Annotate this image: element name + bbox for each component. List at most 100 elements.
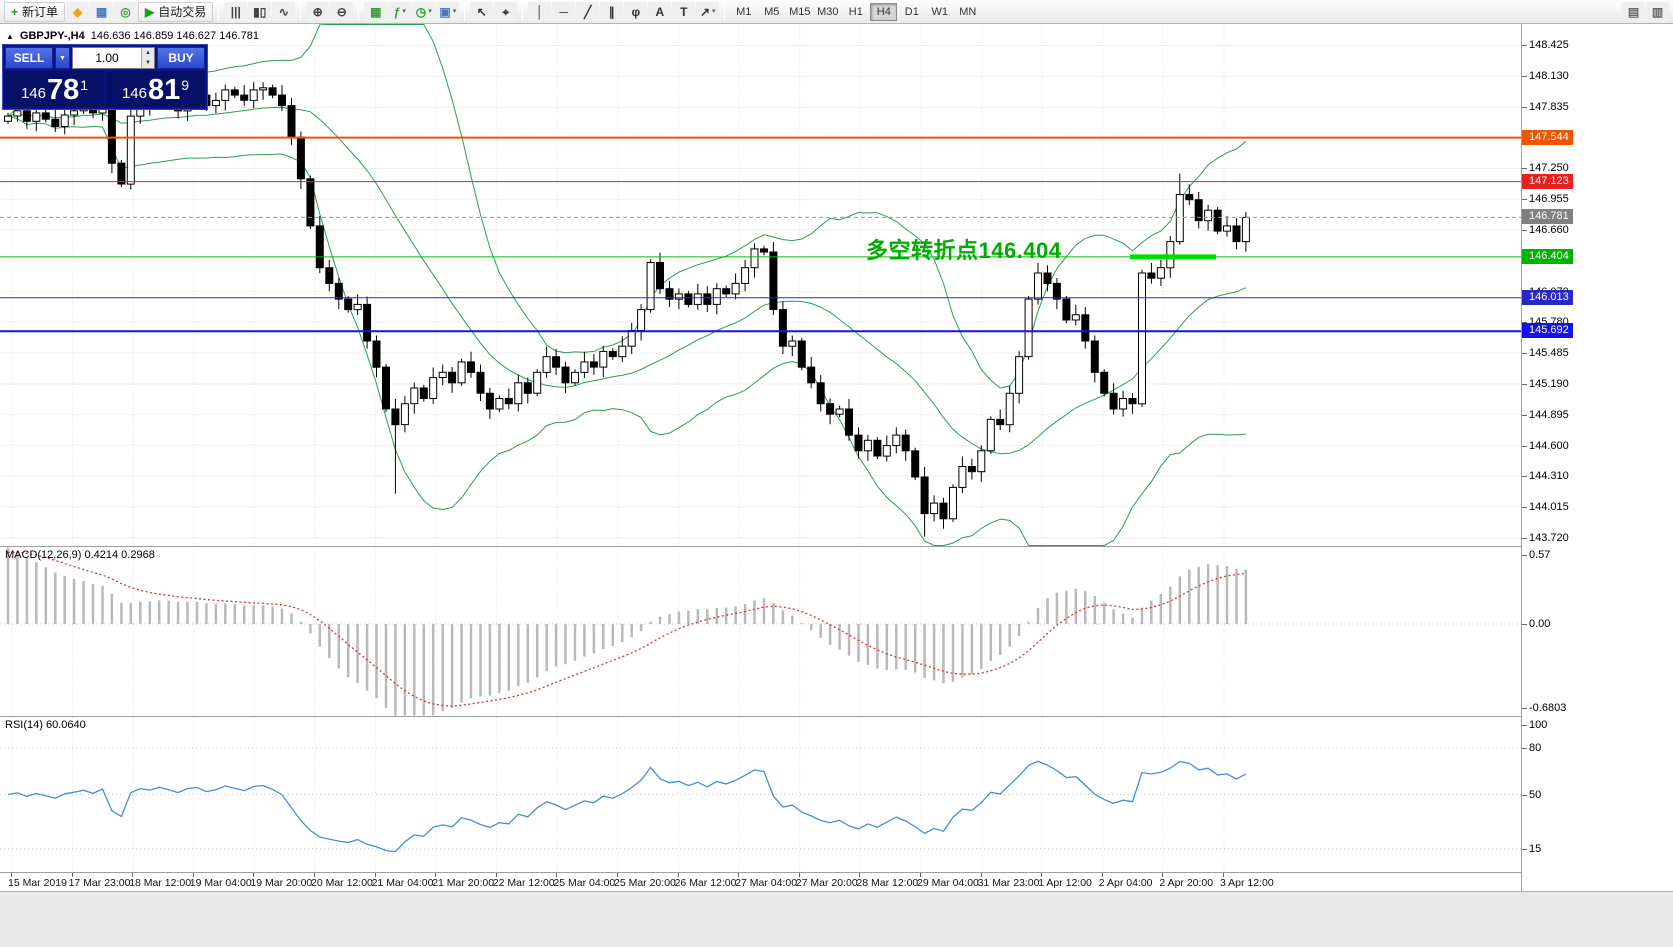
time-tick-label: 3 Apr 12:00	[1220, 873, 1274, 889]
annotation-underline[interactable]	[1130, 254, 1216, 260]
trendline-icon-glyph: ╱	[584, 4, 592, 19]
time-tick-label: 17 Mar 23:00	[68, 873, 131, 889]
navigator-icon[interactable]: ◎	[114, 1, 138, 22]
zoom-in-icon[interactable]: ⊕	[306, 1, 330, 22]
dropdown-arrow-icon: ▾	[452, 8, 457, 15]
timeframe-w1-button[interactable]: W1	[926, 3, 953, 21]
panel-separator[interactable]	[0, 716, 1673, 717]
time-tick-label: 2 Apr 20:00	[1159, 873, 1214, 889]
order-type-dropdown[interactable]: ▼	[55, 47, 70, 69]
pivot-annotation-text[interactable]: 多空转折点146.404	[866, 238, 1062, 263]
rsi-tick-label: 100	[1521, 719, 1548, 731]
price-tick-label: 144.015	[1522, 500, 1569, 513]
sell-price-display[interactable]: 146 78 1	[5, 71, 104, 107]
tile-windows-icon[interactable]: ▦	[364, 1, 388, 22]
autotrading-label: 自动交易	[158, 5, 207, 19]
price-line-badge: 145.692	[1522, 323, 1573, 339]
zoom-out-icon[interactable]: ⊖	[330, 1, 354, 22]
rsi-tick-label: 80	[1521, 742, 1542, 754]
crosshair-icon-glyph: ⌖	[502, 4, 510, 19]
price-tick-label: 144.895	[1522, 408, 1569, 421]
fibonacci-icon[interactable]: φ	[624, 1, 648, 22]
crosshair-icon[interactable]: ⌖	[494, 1, 518, 22]
timeframe-m5-button[interactable]: M5	[758, 3, 785, 21]
arrows-icon[interactable]: ↗ ▾	[696, 1, 720, 22]
label-icon-glyph: T	[680, 4, 688, 19]
timeframe-mn-button[interactable]: MN	[954, 3, 981, 21]
sell-button[interactable]: SELL	[5, 47, 53, 69]
rsi-line	[7, 760, 1247, 853]
one-click-trading-panel: SELL ▼ ▲ ▼ BUY 146 78 1 146	[2, 44, 208, 110]
buy-price-display[interactable]: 146 81 9	[106, 71, 205, 107]
price-tick-label: 148.425	[1522, 39, 1569, 52]
data-window-icon[interactable]: ▦	[90, 1, 114, 22]
trendline-icon[interactable]: ╱	[576, 1, 600, 22]
text-icon[interactable]: A	[648, 1, 672, 22]
time-tick-label: 22 Mar 12:00	[492, 873, 555, 889]
new-order-button[interactable]: + 新订单	[4, 1, 66, 22]
buy-button[interactable]: BUY	[157, 47, 205, 69]
sell-price-prefix: 146	[20, 85, 46, 102]
market-watch-icon[interactable]: ◆	[66, 1, 90, 22]
toolbar-separator	[218, 2, 220, 21]
lot-decrease-button[interactable]: ▼	[142, 58, 154, 68]
lot-size-input[interactable]	[73, 48, 141, 68]
time-tick-label: 25 Mar 20:00	[614, 873, 676, 889]
price-tick-label: 145.190	[1522, 377, 1569, 390]
templates-icon[interactable]: ▣ ▾	[436, 1, 460, 22]
buy-price-pipette: 9	[181, 77, 190, 93]
docking-icon[interactable]: ▥	[1646, 1, 1669, 22]
time-tick-label: 27 Mar 04:00	[735, 873, 798, 889]
macd-tick-label: -0.6803	[1521, 702, 1567, 714]
vertical-line-icon[interactable]: │	[528, 1, 552, 22]
candlestick-chart	[0, 24, 1521, 546]
price-tick-label: 143.720	[1522, 531, 1569, 544]
chart-title: ▲ GBPJPY-,H4 146.636 146.859 146.627 146…	[6, 30, 259, 42]
autotrading-button[interactable]: ▶ 自动交易	[138, 1, 214, 22]
line-chart-icon[interactable]: ∿	[272, 1, 296, 22]
bollinger-middle-band	[7, 106, 1247, 455]
candlestick-chart-icon[interactable]: ▮▯	[248, 1, 272, 22]
dropdown-arrow-icon: ▾	[712, 8, 716, 15]
market-watch-icon-glyph: ◆	[72, 4, 83, 19]
line-chart-icon-glyph: ∿	[278, 4, 289, 19]
chart-window-gbpjpy-h4: ▲ GBPJPY-,H4 146.636 146.859 146.627 146…	[0, 24, 1673, 891]
timeframe-d1-button[interactable]: D1	[898, 3, 925, 21]
navigator-icon-glyph: ◎	[120, 4, 131, 19]
lot-increase-button[interactable]: ▲	[142, 48, 154, 58]
one-click-panel-toggle-icon[interactable]: ▲	[6, 31, 14, 41]
cursor-icon[interactable]: ↖	[470, 1, 494, 22]
macd-tick-label: 0.00	[1521, 618, 1551, 631]
macd-tick-label: 0.57	[1521, 549, 1551, 561]
time-tick-label: 20 Mar 12:00	[311, 873, 373, 889]
time-tick-label: 1 Apr 12:00	[1038, 873, 1092, 889]
panel-separator[interactable]	[0, 546, 1673, 547]
price-tick-label: 147.250	[1522, 162, 1569, 175]
chart-list-icon[interactable]: ▤	[1622, 1, 1645, 22]
timeframe-m30-button[interactable]: M30	[814, 3, 841, 21]
bollinger-lower-band	[7, 115, 1246, 546]
timeframe-h1-button[interactable]: H1	[842, 3, 869, 21]
time-tick-label: 2 Apr 04:00	[1098, 873, 1153, 889]
toolbar-separator	[522, 2, 524, 21]
toolbar-separator	[358, 2, 360, 21]
channel-icon[interactable]: ∥	[600, 1, 624, 22]
indicators-icon[interactable]: ƒ ▾	[388, 1, 412, 22]
symbol-period-label: GBPJPY-,H4	[19, 30, 85, 42]
macd-indicator-chart	[0, 547, 1521, 716]
period-converter-icon[interactable]: ◷ ▾	[412, 1, 436, 22]
candlestick-chart-icon-glyph: ▮▯	[253, 4, 267, 19]
timeframe-m1-button[interactable]: M1	[730, 3, 757, 21]
label-icon[interactable]: T	[672, 1, 696, 22]
time-tick-label: 18 Mar 12:00	[129, 873, 192, 889]
time-axis: 15 Mar 2019 17 Mar 23:00 18 Mar 12:00 19 Ma…	[0, 872, 1521, 891]
bar-chart-icon[interactable]: |||	[224, 1, 248, 22]
time-tick-label: 27 Mar 20:00	[795, 873, 858, 889]
autotrading-glyph: ▶	[145, 4, 155, 19]
timeframe-h4-button[interactable]: H4	[870, 2, 898, 21]
timeframe-m15-button[interactable]: M15	[786, 3, 813, 21]
price-tick-label: 146.660	[1522, 224, 1569, 237]
horizontal-line-icon[interactable]: ─	[552, 1, 576, 22]
rsi-label: RSI(14) 60.0640	[5, 719, 86, 731]
tile-windows-icon-glyph: ▦	[370, 4, 382, 19]
